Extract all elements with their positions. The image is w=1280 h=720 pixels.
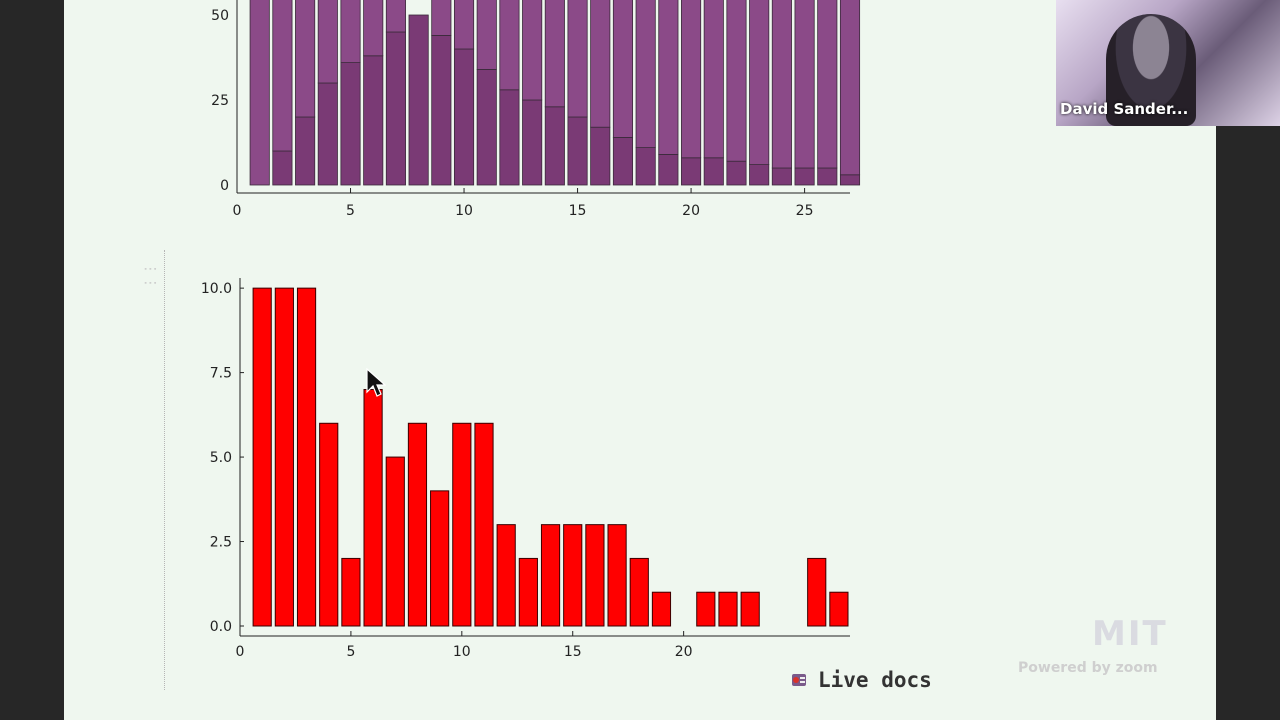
bar-top-s1-27: [839, 0, 861, 176]
bar-top-s1-5: [340, 0, 361, 63]
left-black-border: [0, 0, 64, 720]
bar-top-s1-9: [431, 0, 452, 36]
x-tick-label: 15: [564, 644, 582, 660]
live-docs-icon: [792, 674, 806, 686]
bar-top-s1-20: [681, 0, 702, 159]
bar-4: [319, 422, 339, 627]
y-tick-label: 7.5: [210, 366, 232, 382]
mouse-cursor-icon: [366, 368, 386, 397]
bar-top-s1-13: [522, 0, 543, 101]
x-tick-label-top: 20: [682, 203, 700, 219]
x-tick-label-top: 5: [346, 203, 355, 219]
x-tick-label: 0: [236, 644, 245, 660]
bar-7: [385, 456, 405, 627]
y-tick-label-top: 25: [211, 93, 229, 109]
bar-11: [474, 422, 494, 627]
bar-10: [452, 422, 472, 627]
bar-top-s1-17: [612, 0, 634, 138]
participant-video-feed: [1106, 14, 1196, 126]
bar-2: [274, 287, 294, 627]
bar-top-s1-18: [635, 0, 656, 149]
bar-top-s1-22: [726, 0, 747, 162]
bar-3: [296, 287, 317, 627]
bar-6: [363, 388, 383, 627]
x-tick-label: 10: [453, 644, 471, 660]
bar-top-s1-23: [749, 0, 770, 166]
stacked-bar-chart: 0 25 50 0 5 10 15 20 25: [211, 0, 861, 219]
bar-15: [563, 524, 583, 627]
bar-23: [740, 591, 760, 627]
bar-22: [718, 591, 738, 627]
bar-top-s1-4: [317, 0, 338, 84]
bar-12: [496, 524, 516, 627]
bar-top-s1-26: [817, 0, 838, 169]
bar-13: [518, 557, 538, 627]
y-tick-label: 0.0: [210, 619, 232, 635]
notebook-area: 0 25 50 0 5 10 15 20 25 0.0 2.5 5.0 7.5 10.0 0 5 10 15 20…: [64, 0, 1216, 720]
bar-top-s1-19: [658, 0, 679, 155]
powered-by-watermark: Powered by zoom: [1018, 660, 1158, 676]
cell-gutter: [164, 250, 166, 690]
bar-top-s1-24: [771, 0, 792, 169]
cell-drag-handle-icon[interactable]: ⋮⋮: [142, 262, 158, 290]
x-tick-label-top: 10: [455, 203, 473, 219]
live-docs-button[interactable]: Live docs: [790, 668, 932, 692]
x-tick-label-top: 0: [233, 203, 242, 219]
x-tick-label: 5: [346, 644, 355, 660]
bar-27: [829, 591, 849, 627]
bar-8: [407, 422, 428, 627]
red-bar-chart: 0.0 2.5 5.0 7.5 10.0 0 5 10 15 20: [201, 278, 850, 660]
bar-top-s1-10: [453, 0, 475, 50]
bar-26: [807, 557, 827, 627]
bar-16: [585, 524, 605, 627]
bar-5: [341, 557, 361, 627]
bar-top-s1-15: [567, 0, 588, 118]
bar-18: [629, 557, 649, 627]
bar-1: [252, 287, 272, 627]
bar-top-s1-21: [703, 0, 724, 159]
bar-19: [651, 591, 672, 627]
bar-21: [696, 591, 716, 627]
bar-top-s1-25: [794, 0, 815, 169]
y-tick-label: 10.0: [201, 281, 232, 297]
bar-top-s0-8: [408, 14, 429, 186]
bar-17: [607, 524, 627, 627]
y-tick-label: 2.5: [210, 535, 232, 551]
bar-top-s1-14: [544, 0, 565, 108]
bar-top-s1-3: [295, 0, 316, 118]
bar-14: [540, 524, 561, 627]
x-tick-label-top: 25: [796, 203, 814, 219]
bar-top-s1-12: [499, 0, 520, 91]
x-tick-label: 20: [675, 644, 693, 660]
bar-top-s1-2: [272, 0, 293, 152]
bar-top-s1-11: [476, 0, 497, 70]
y-tick-label-top: 0: [220, 178, 229, 194]
video-participant-tile[interactable]: David Sander...: [1056, 0, 1280, 126]
bar-top-s1-6: [363, 0, 384, 57]
bar-top-s1-16: [590, 0, 611, 128]
y-tick-label: 5.0: [210, 450, 232, 466]
x-tick-label-top: 15: [569, 203, 587, 219]
y-tick-label-top: 50: [211, 8, 229, 24]
participant-name: David Sander...: [1060, 100, 1189, 118]
live-docs-label: Live docs: [818, 668, 932, 692]
bar-9: [430, 490, 450, 627]
bar-top-s1-7: [385, 0, 406, 33]
mit-logo-watermark: MIT: [1092, 614, 1168, 654]
bar-top-s1-1: [249, 0, 270, 186]
